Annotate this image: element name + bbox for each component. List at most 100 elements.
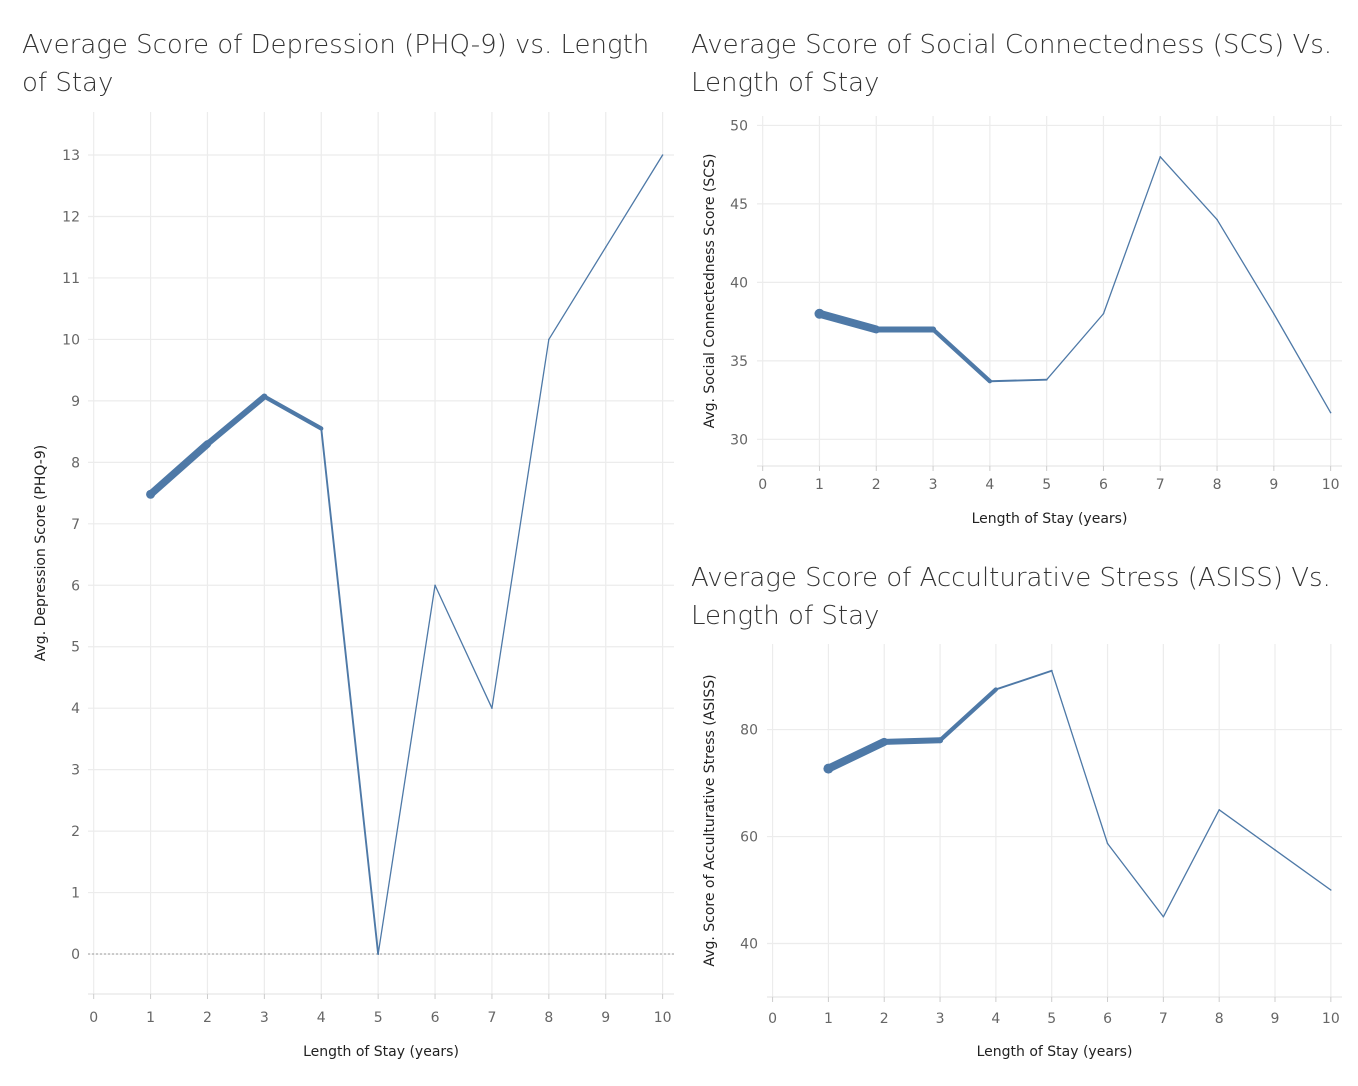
y-tick-label: 80 <box>740 723 758 739</box>
acculturative-stress-chart-panel: Average Score of Acculturative Stress (A… <box>680 540 1358 1086</box>
x-tick-label: 10 <box>1322 477 1340 493</box>
data-point[interactable] <box>1051 670 1053 672</box>
data-point[interactable] <box>377 953 379 955</box>
data-point[interactable] <box>1162 916 1165 918</box>
y-tick-label: 60 <box>740 830 758 846</box>
data-point[interactable] <box>1159 156 1161 158</box>
data-point[interactable] <box>1046 379 1048 381</box>
series-line-segment <box>937 687 999 743</box>
series-line-segment <box>1273 313 1332 414</box>
series-line-segment <box>146 440 212 499</box>
series-line-segment <box>1159 156 1218 221</box>
x-tick-label: 9 <box>1269 477 1278 493</box>
data-point[interactable] <box>994 688 998 691</box>
data-point[interactable] <box>1273 313 1275 315</box>
y-tick-label: 12 <box>62 209 80 225</box>
y-tick-label: 4 <box>71 701 80 717</box>
x-tick-label: 3 <box>929 477 938 493</box>
x-tick-label: 5 <box>1042 477 1051 493</box>
x-tick-label: 1 <box>146 1010 155 1026</box>
y-tick-label: 8 <box>71 455 80 471</box>
data-point[interactable] <box>930 326 937 333</box>
y-tick-label: 10 <box>62 332 80 348</box>
acculturative-stress-chart-title: Average Score of Acculturative Stress (A… <box>691 563 1331 631</box>
data-point[interactable] <box>1330 889 1332 891</box>
x-tick-label: 4 <box>991 1011 1000 1027</box>
x-tick-label: 2 <box>203 1010 212 1026</box>
x-axis-title: Length of Stay (years) <box>972 511 1128 527</box>
data-point[interactable] <box>434 584 436 586</box>
data-point[interactable] <box>548 338 550 341</box>
series-line-segment <box>824 737 889 773</box>
x-tick-label: 4 <box>317 1010 326 1026</box>
series-line-segment <box>1274 849 1332 891</box>
data-point[interactable] <box>814 308 825 319</box>
data-point[interactable] <box>873 326 880 333</box>
series-line-segment <box>1162 809 1220 918</box>
data-point[interactable] <box>1106 842 1109 845</box>
data-point[interactable] <box>988 379 992 383</box>
y-tick-label: 50 <box>730 118 748 134</box>
series-line-segment <box>548 246 607 341</box>
series-line-segment <box>1218 809 1276 851</box>
data-point[interactable] <box>1274 849 1276 851</box>
y-tick-label: 1 <box>71 886 80 902</box>
data-point[interactable] <box>1218 809 1220 811</box>
series-line-segment <box>930 327 992 384</box>
y-tick-label: 30 <box>730 432 748 448</box>
depression-chart-panel: Average Score of Depression (PHQ-9) vs. … <box>22 30 674 1060</box>
data-point[interactable] <box>261 393 268 400</box>
series-line-segment <box>377 584 436 955</box>
series-line-segment <box>491 338 550 709</box>
series-line-segment <box>1046 313 1105 381</box>
x-tick-label: 2 <box>872 477 881 493</box>
x-tick-label: 3 <box>260 1010 269 1026</box>
x-axis-title: Length of Stay (years) <box>977 1044 1133 1060</box>
data-point[interactable] <box>491 707 493 709</box>
x-tick-label: 3 <box>936 1011 945 1027</box>
x-tick-label: 4 <box>985 477 994 493</box>
series-line-segment <box>605 154 664 248</box>
y-tick-label: 0 <box>71 947 80 963</box>
x-tick-label: 7 <box>487 1010 496 1026</box>
acculturative-stress-chart: 0 1 2 3 4 5 6 7 8 9 10 40 60 80 Length of Stay (years)… <box>702 644 1342 1060</box>
data-point[interactable] <box>204 440 211 447</box>
x-tick-label: 0 <box>768 1011 777 1027</box>
data-point[interactable] <box>1329 411 1332 414</box>
data-point[interactable] <box>823 763 834 774</box>
series-line-segment <box>262 394 324 431</box>
series-line-segment <box>1106 842 1165 918</box>
data-point[interactable] <box>1216 218 1218 221</box>
data-point[interactable] <box>320 427 323 430</box>
data-point[interactable] <box>661 154 664 156</box>
y-tick-label: 40 <box>740 937 758 953</box>
y-tick-label: 3 <box>71 763 80 779</box>
x-tick-label: 9 <box>1271 1011 1280 1027</box>
x-tick-label: 0 <box>89 1010 98 1026</box>
depression-chart-title: Average Score of Depression (PHQ-9) vs. … <box>22 30 650 98</box>
series-line-segment <box>1051 670 1109 845</box>
x-tick-label: 8 <box>1213 477 1222 493</box>
data-point[interactable] <box>1102 313 1105 315</box>
social-connectedness-chart-panel: Average Score of Social Connectedness (S… <box>680 0 1358 540</box>
x-tick-label: 6 <box>1103 1011 1112 1027</box>
data-point[interactable] <box>146 489 156 499</box>
y-tick-label: 6 <box>71 578 80 594</box>
x-tick-label: 5 <box>374 1010 383 1026</box>
series-line-segment <box>988 378 1048 383</box>
series-line-segment <box>320 427 380 955</box>
x-tick-label: 2 <box>880 1011 889 1027</box>
y-tick-label: 5 <box>71 640 80 656</box>
y-tick-label: 9 <box>71 394 80 410</box>
series-line-segment <box>1102 156 1161 315</box>
x-tick-label: 1 <box>815 477 824 493</box>
y-axis-title: Avg. Social Connectedness Score (SCS) <box>702 154 718 429</box>
y-tick-label: 45 <box>730 197 748 213</box>
series-line-segment <box>815 309 881 334</box>
data-point[interactable] <box>605 246 607 248</box>
series-line-segment <box>881 737 944 745</box>
data-point[interactable] <box>881 738 888 745</box>
x-tick-label: 6 <box>431 1010 440 1026</box>
data-point[interactable] <box>937 737 944 744</box>
